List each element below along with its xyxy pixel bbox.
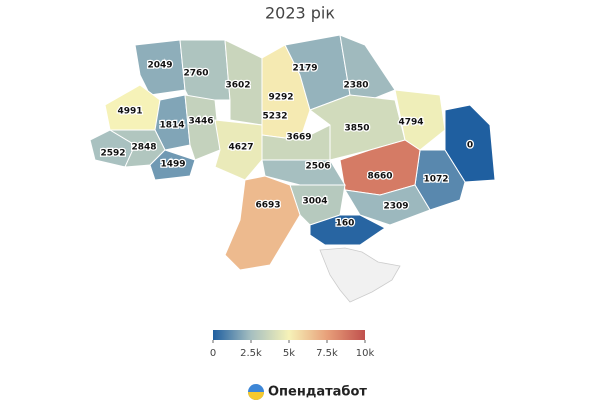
colorbar-tick-label: 5k — [283, 348, 295, 359]
colorbar-tick-label: 10k — [356, 348, 375, 359]
region-label: 2049 — [147, 61, 172, 71]
region-label: 2179 — [292, 64, 317, 74]
region-label: 1072 — [423, 175, 448, 185]
logo-icon-half — [248, 392, 264, 400]
chart-title: 2023 рік — [265, 4, 335, 23]
region-label: 4794 — [398, 118, 423, 128]
region-label: 3850 — [344, 124, 369, 134]
region-label: 2380 — [343, 81, 368, 91]
region — [134, 39, 186, 96]
region — [184, 94, 221, 161]
region-label: 4627 — [228, 143, 253, 153]
region — [394, 89, 446, 151]
region-label: 0 — [467, 141, 473, 151]
region-label: 2760 — [183, 69, 208, 79]
labels: 2049 2760 3602 9292 5232 2179 2380 4991 1814 3446… — [99, 59, 474, 230]
region — [339, 34, 396, 101]
colorbar-bar — [213, 330, 365, 340]
colorbar-tick-label: 2.5k — [240, 348, 262, 359]
region-label: 3602 — [225, 81, 250, 91]
regions — [89, 34, 496, 271]
region-label: 6693 — [255, 201, 280, 211]
region-label: 3004 — [302, 197, 327, 207]
region-no-data — [319, 247, 401, 303]
region-label: 2309 — [383, 202, 408, 212]
region-label: 1814 — [159, 121, 184, 131]
region-label: 4991 — [117, 107, 142, 117]
colorbar-tick-label: 0 — [210, 348, 216, 359]
region-label: 2848 — [131, 143, 156, 153]
region-label: 2506 — [305, 162, 330, 172]
region-label: 5232 — [262, 112, 287, 122]
region-label: 9292 — [268, 93, 293, 103]
region-label: 2592 — [100, 149, 125, 159]
region-label: 3669 — [286, 133, 311, 143]
colorbar: 0 2.5k 5k 7.5k 10k — [210, 330, 375, 359]
region — [309, 214, 386, 246]
colorbar-tick-label: 7.5k — [316, 348, 338, 359]
region — [149, 149, 196, 181]
region-label: 8660 — [367, 172, 392, 182]
region-label: 160 — [336, 219, 355, 229]
brand: Опендатабот — [268, 385, 367, 400]
region — [224, 175, 301, 271]
region-label: 3446 — [188, 117, 213, 127]
region — [224, 39, 263, 126]
region-label: 1499 — [160, 160, 185, 170]
region — [154, 94, 191, 151]
